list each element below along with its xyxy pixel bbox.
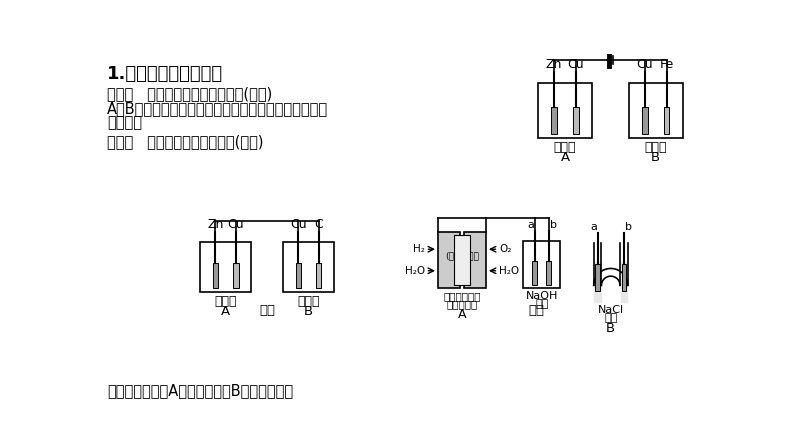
Bar [464, 232, 486, 288]
Text: C: C [314, 218, 323, 231]
Bar [539, 104, 591, 137]
Text: Cu: Cu [568, 59, 584, 72]
Bar [524, 256, 559, 287]
Text: 图甲: 图甲 [259, 304, 275, 317]
Bar [552, 107, 557, 134]
Text: B: B [606, 321, 615, 335]
Text: b: b [549, 220, 557, 230]
Bar [454, 235, 470, 286]
Text: a: a [590, 222, 597, 232]
Text: Cu: Cu [637, 59, 653, 72]
Text: Zn: Zn [546, 59, 562, 72]
Bar [664, 107, 669, 134]
Text: 溶液: 溶液 [604, 313, 618, 323]
Bar [533, 261, 537, 286]
Bar [573, 107, 579, 134]
Text: 稀硫酸: 稀硫酸 [214, 295, 237, 308]
Text: 含金属催化剂: 含金属催化剂 [443, 291, 480, 301]
Text: Cu: Cu [228, 218, 244, 231]
Text: H₂O: H₂O [405, 266, 425, 276]
Text: O₂: O₂ [499, 244, 511, 254]
Text: 模型一   外接电源与电解池的串联(如图): 模型一 外接电源与电解池的串联(如图) [107, 86, 272, 101]
Bar [201, 260, 250, 291]
Bar [233, 263, 238, 288]
Bar [201, 260, 250, 291]
Bar [596, 264, 600, 291]
Bar [213, 263, 218, 288]
Bar [538, 83, 592, 138]
Text: B: B [304, 305, 313, 318]
Bar [284, 260, 333, 291]
Text: Cu: Cu [290, 218, 306, 231]
Text: NaCl: NaCl [598, 305, 624, 315]
Bar [630, 104, 682, 137]
Text: A: A [221, 305, 230, 318]
Text: 溶液: 溶液 [535, 299, 549, 309]
Text: H₂: H₂ [413, 244, 425, 254]
Bar [438, 232, 461, 288]
Text: a: a [527, 220, 534, 230]
Text: 甲、乙两图中，A均为原电池，B均为电解池。: 甲、乙两图中，A均为原电池，B均为电解池。 [107, 383, 293, 398]
Bar [284, 260, 333, 291]
Bar [539, 104, 591, 137]
Text: 的多孔电极: 的多孔电极 [446, 299, 477, 309]
Text: (磷酸)电解质: (磷酸)电解质 [445, 251, 479, 260]
Bar [295, 263, 301, 288]
Bar [546, 261, 551, 286]
Bar [629, 83, 683, 138]
Text: 稀硫酸: 稀硫酸 [645, 141, 667, 154]
Text: A: A [457, 308, 466, 321]
Bar [642, 107, 648, 134]
Bar [622, 264, 626, 291]
Bar [200, 242, 251, 292]
Text: 1.常见多池串联装置图: 1.常见多池串联装置图 [107, 65, 223, 83]
Text: 稀硫酸: 稀硫酸 [553, 141, 576, 154]
Bar [283, 242, 334, 292]
Bar [523, 241, 561, 288]
Text: 数相等。: 数相等。 [107, 115, 142, 130]
Text: 图乙: 图乙 [528, 304, 545, 317]
Text: Zn: Zn [207, 218, 224, 231]
Text: H₂O: H₂O [499, 266, 519, 276]
Text: B: B [651, 151, 661, 164]
Text: b: b [625, 222, 632, 232]
Text: 模型二   原电池与电解池的串联(如图): 模型二 原电池与电解池的串联(如图) [107, 135, 264, 149]
Text: 稀硫酸: 稀硫酸 [297, 295, 320, 308]
Text: Fe: Fe [660, 59, 673, 72]
Text: A: A [561, 151, 569, 164]
Bar [630, 104, 682, 137]
Bar [316, 263, 322, 288]
Text: NaOH: NaOH [526, 291, 558, 301]
Text: A、B为两个串联电解池，相同时间内，各电极得失电子: A、B为两个串联电解池，相同时间内，各电极得失电子 [107, 101, 328, 116]
